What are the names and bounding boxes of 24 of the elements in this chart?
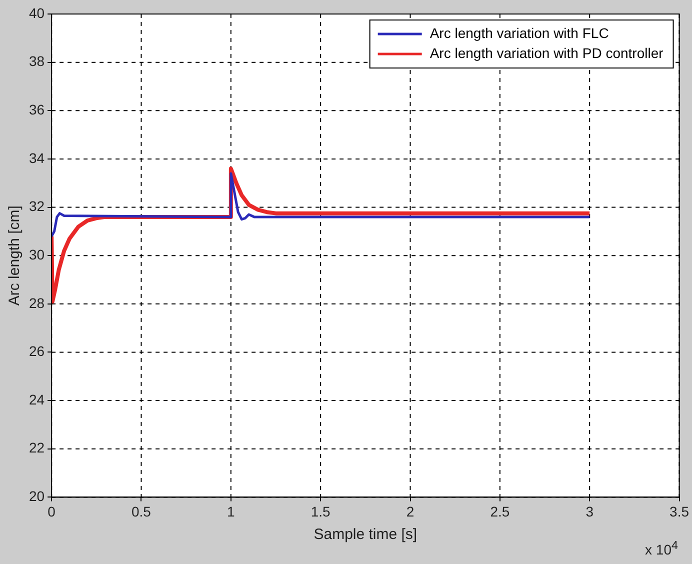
y-tick-label: 40 — [28, 4, 45, 21]
y-tick-label: 28 — [28, 294, 45, 311]
y-tick-label: 30 — [28, 246, 45, 262]
x-tick-label: 1 — [227, 503, 236, 520]
y-tick-label: 34 — [28, 150, 45, 166]
x-tick-label: 3.5 — [670, 503, 690, 520]
x-axis-title: Sample time [s] — [314, 526, 418, 544]
y-tick-label: 38 — [28, 53, 45, 70]
text: x 10$^{4}$ — [645, 539, 678, 558]
y-tick-label: 22 — [28, 440, 45, 456]
legend-label: Arc length variation with PD controller — [430, 44, 664, 61]
x-tick-label: 0 — [48, 503, 56, 520]
legend-label: Arc length variation with FLC — [430, 24, 609, 41]
x-tick-label: 3 — [586, 503, 594, 520]
y-tick-label: 36 — [28, 102, 45, 118]
y-tick-label: 20 — [28, 488, 45, 504]
y-tick-label: 24 — [28, 391, 45, 408]
x-tick-label: 0.5 — [132, 503, 152, 520]
y-tick-label: 32 — [28, 198, 45, 214]
x-tick-label: 2 — [406, 503, 414, 520]
y-axis-title: Arc length [cm] — [6, 206, 24, 306]
x-tick-label: 1.5 — [310, 503, 331, 520]
y-tick-label: 26 — [28, 343, 45, 360]
x-tick-label: 2.5 — [490, 503, 510, 520]
